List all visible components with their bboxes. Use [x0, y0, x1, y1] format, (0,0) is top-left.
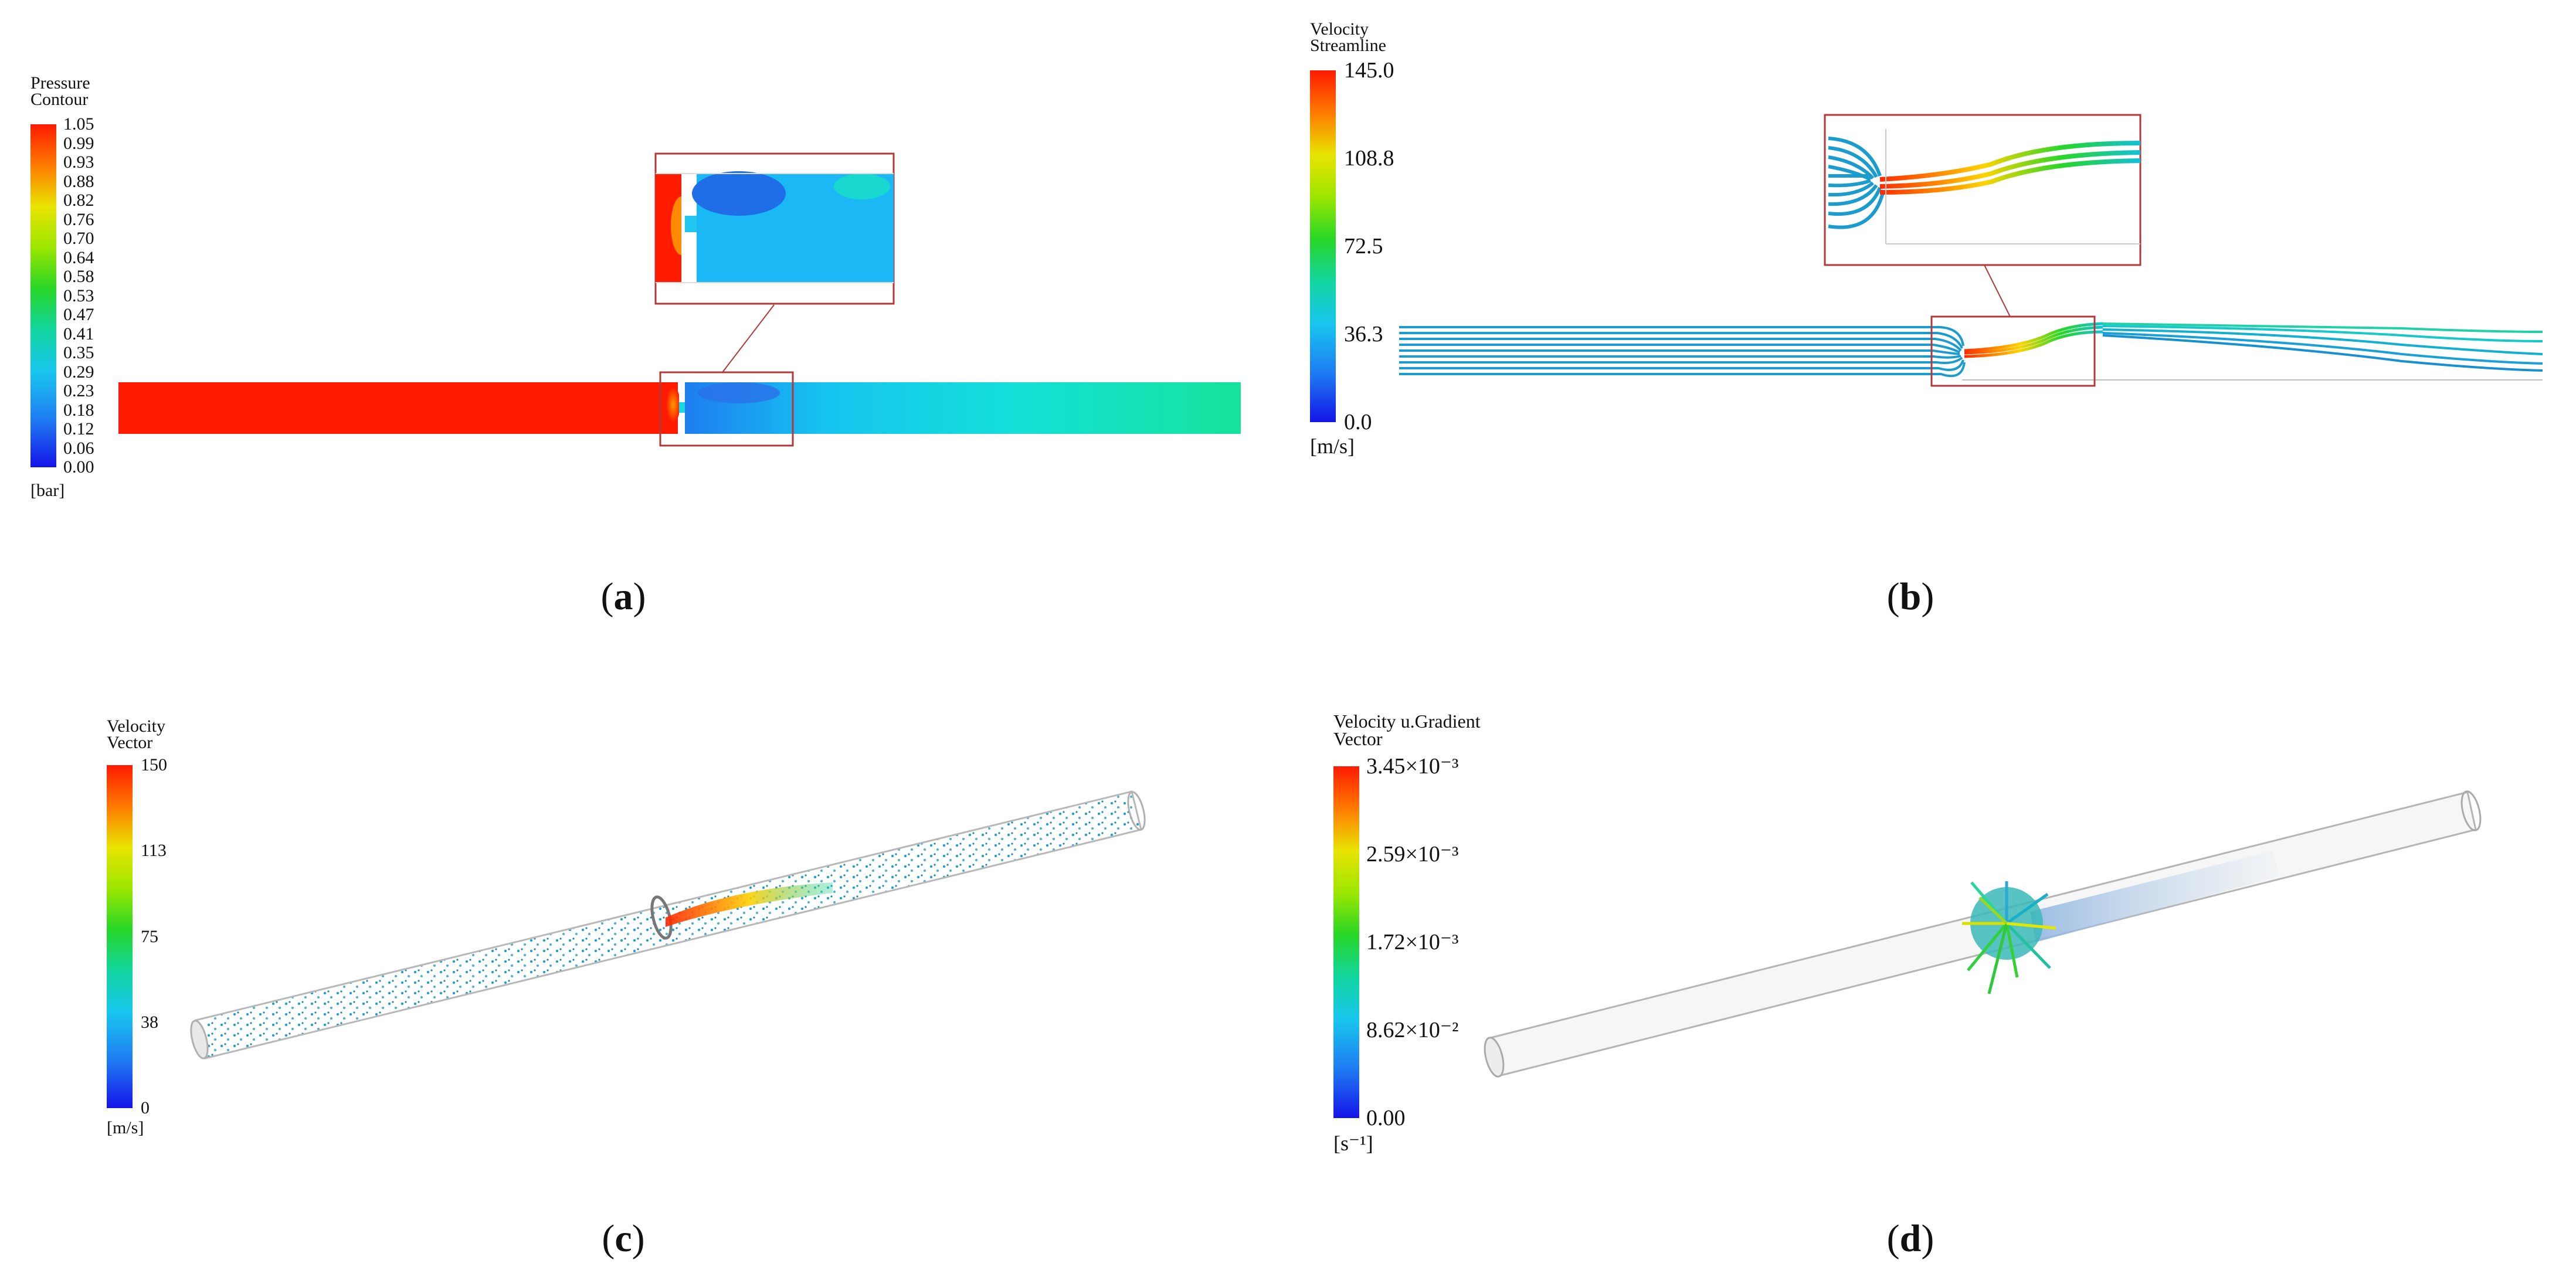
tick-label: 72.5 [1344, 234, 1383, 259]
tick-label: 0.64 [63, 247, 94, 267]
tick-label: 38 [141, 1012, 158, 1032]
caption-d: (d) [1886, 1217, 1934, 1260]
inset-a [654, 152, 895, 305]
zoom-connector-b [1984, 264, 2011, 317]
panel-a: Pressure Contour 1.05 0.99 0.93 0.88 0.82 0.7… [0, 0, 1288, 642]
tick-label: 0.99 [63, 133, 94, 153]
legend-title-b: Velocity Streamline [1310, 19, 1386, 55]
zoom-box-a [659, 371, 794, 447]
tick-label: 108.8 [1344, 146, 1394, 171]
gradient-vector-pipe [1484, 790, 2482, 1078]
tick-label: 0 [141, 1098, 150, 1117]
recirculation-zone [698, 382, 780, 403]
tick-label: 3.45×10⁻³ [1366, 754, 1459, 779]
zoom-box-b [1930, 315, 2096, 387]
tick-label: 0.00 [63, 457, 94, 477]
unit-label-c: [m/s] [107, 1118, 144, 1137]
unit-label-b: [m/s] [1310, 434, 1355, 458]
tick-label: 0.93 [63, 152, 94, 172]
jet-vectors-c [666, 882, 833, 927]
tick-label: 0.82 [63, 191, 94, 210]
tick-label: 0.47 [63, 305, 94, 324]
color-bar-b [1310, 70, 1336, 422]
panel-c: Velocity Vector 150 113 75 38 0 [m/s] (c) [0, 642, 1288, 1284]
tick-label: 0.0 [1344, 410, 1372, 434]
tick-label: 145.0 [1344, 58, 1394, 83]
tick-label: 0.29 [63, 362, 94, 382]
tick-label: 0.12 [63, 419, 94, 439]
color-bar-c [107, 765, 133, 1108]
tick-label: 0.88 [63, 171, 94, 191]
color-bar-a [30, 124, 56, 467]
orifice-ring-c [650, 895, 673, 940]
caption-b: (b) [1886, 575, 1934, 618]
upstream-streamlines [1399, 326, 1966, 378]
jet-streamlines [1964, 322, 2103, 358]
orifice-hotspot [666, 387, 680, 422]
caption-c: (c) [602, 1217, 645, 1260]
caption-a: (a) [600, 575, 646, 618]
legend-title-d: Velocity u.Gradient Vector [1333, 711, 1481, 749]
upstream-region [118, 382, 678, 434]
tick-label: 0.06 [63, 438, 94, 458]
tick-label: 0.76 [63, 209, 94, 229]
panel-d: Velocity u.Gradient Vector 3.45×10⁻³ 2.59… [1288, 642, 2576, 1284]
tick-label: 0.35 [63, 343, 94, 362]
tick-label: 75 [141, 926, 158, 946]
tick-label: 0.23 [63, 381, 94, 400]
tick-label: 36.3 [1344, 322, 1383, 347]
velocity-streamlines [1399, 114, 2543, 387]
tick-label: 1.05 [63, 114, 94, 134]
tick-label: 8.62×10⁻² [1366, 1018, 1459, 1042]
tick-label: 1.72×10⁻³ [1366, 930, 1459, 954]
downstream-haze-d [2030, 851, 2279, 942]
legend-title-a: Pressure Contour [30, 73, 90, 109]
tick-label: 0.00 [1366, 1106, 1406, 1130]
tick-label: 2.59×10⁻³ [1366, 842, 1459, 867]
legend-title-c: Velocity Vector [107, 716, 165, 752]
tick-label: 0.18 [63, 400, 94, 420]
tick-label: 150 [141, 755, 167, 775]
unit-label-d: [s⁻¹] [1333, 1132, 1373, 1155]
tick-label: 0.53 [63, 286, 94, 305]
downstream-streamlines [2102, 322, 2543, 372]
tick-label: 0.70 [63, 229, 94, 248]
velocity-vector-pipe [190, 790, 1146, 1059]
orifice-jet [679, 402, 686, 413]
inset-b [1824, 114, 2141, 266]
tick-label: 0.58 [63, 267, 94, 286]
zoom-connector-a [722, 304, 775, 373]
panel-b: Velocity Streamline 145.0 108.8 72.5 36.3 0.… [1288, 0, 2576, 642]
tick-label: 0.41 [63, 324, 94, 344]
gradient-burst-d [1962, 881, 2056, 994]
tick-label: 113 [141, 841, 167, 861]
unit-label-a: [bar] [30, 481, 65, 500]
pressure-contour-domain [118, 152, 1241, 447]
color-bar-d [1333, 766, 1359, 1118]
